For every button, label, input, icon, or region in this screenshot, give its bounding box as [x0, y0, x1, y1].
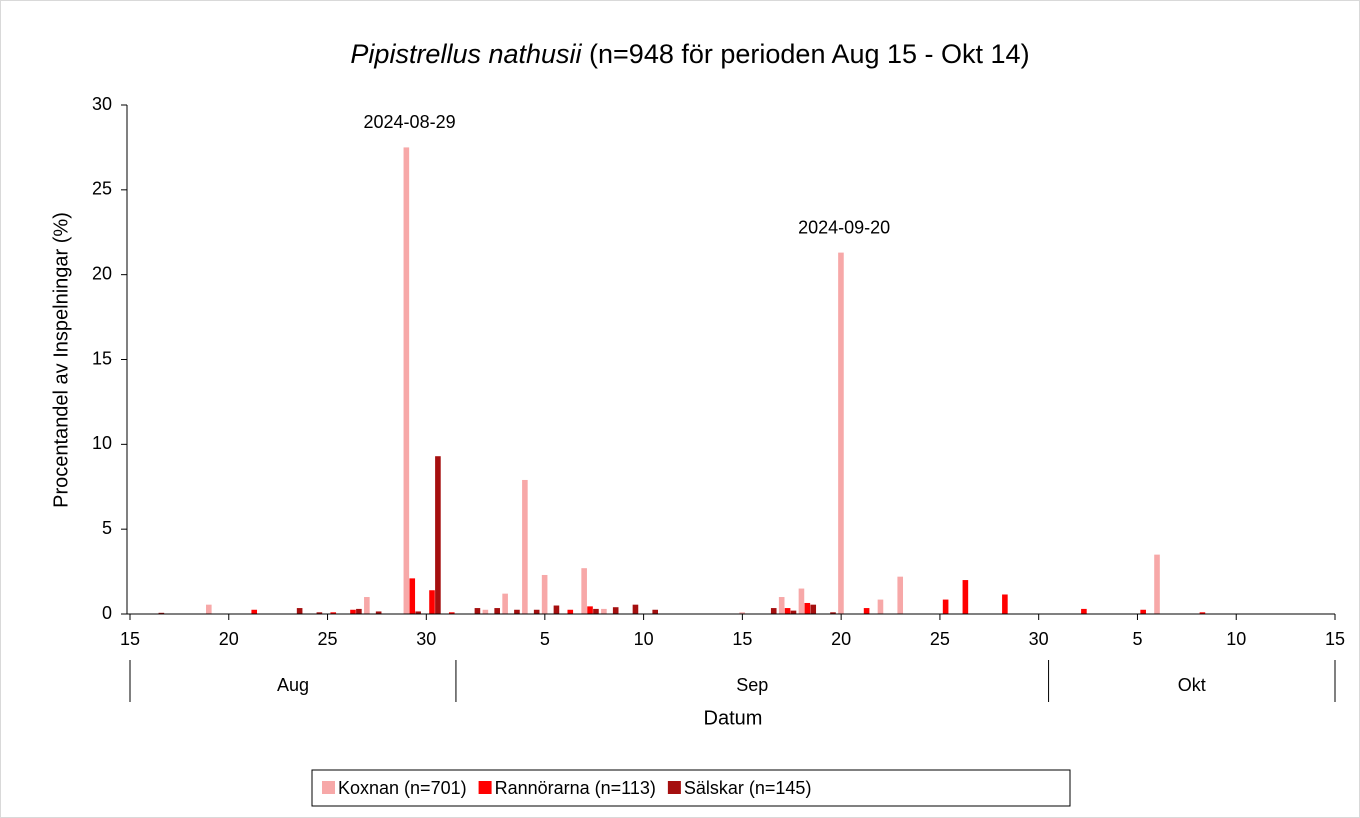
bar [514, 609, 520, 614]
bar [409, 578, 416, 614]
bar [448, 612, 455, 614]
month-label: Aug [277, 675, 309, 695]
bar [962, 580, 969, 614]
annotation: 2024-09-20 [798, 217, 890, 237]
bar [1154, 554, 1160, 614]
bar [804, 602, 811, 614]
legend-swatch [478, 781, 492, 794]
chart-title: Pipistrellus nathusii (n=948 för periode… [350, 39, 1029, 69]
bar [482, 609, 489, 614]
bar [830, 612, 836, 614]
bar [1081, 608, 1087, 614]
bar [877, 599, 884, 614]
x-tick-label: 15 [120, 629, 140, 649]
y-tick-label: 30 [92, 94, 112, 114]
bar [587, 606, 593, 614]
bar [330, 612, 337, 614]
bar [897, 576, 904, 614]
x-tick-label: 5 [1132, 629, 1142, 649]
bar [435, 456, 441, 614]
y-tick-label: 5 [102, 518, 112, 538]
bar [770, 608, 777, 614]
bar [593, 608, 599, 614]
bar [494, 608, 500, 614]
bar [403, 147, 410, 614]
month-label: Okt [1178, 675, 1206, 695]
annotation: 2024-08-29 [364, 112, 456, 132]
month-label: Sep [736, 675, 768, 695]
bar [1140, 609, 1146, 614]
bar [553, 605, 560, 614]
bar [251, 609, 258, 614]
legend-swatch [322, 781, 335, 794]
x-tick-label: 30 [416, 629, 436, 649]
bar [375, 611, 382, 614]
bar [415, 611, 421, 614]
bar [739, 612, 745, 614]
bar [541, 574, 548, 614]
legend-box [311, 769, 1071, 807]
title-species: Pipistrellus nathusii [350, 39, 582, 69]
bar [798, 588, 805, 614]
bar [316, 612, 323, 614]
x-tick-label: 15 [1325, 629, 1345, 649]
x-tick-label: 5 [540, 629, 550, 649]
bar [502, 593, 508, 614]
bar [784, 608, 791, 614]
bar [533, 609, 540, 614]
bar [612, 607, 619, 614]
y-tick-label: 20 [92, 263, 112, 283]
bar [1002, 594, 1008, 614]
bar [838, 252, 844, 615]
bar [567, 609, 574, 614]
bar [601, 608, 607, 614]
x-tick-label: 25 [318, 629, 338, 649]
bar [581, 568, 587, 614]
x-tick-label: 20 [831, 629, 851, 649]
bar [522, 479, 528, 614]
bar [632, 604, 639, 614]
x-axis-label: Datum [704, 707, 763, 729]
legend-label: Rannörarna (n=113) [495, 778, 656, 798]
legend-label: Sälskar (n=145) [684, 778, 812, 798]
bar [778, 597, 785, 614]
bar [364, 597, 370, 614]
legend-swatch [667, 781, 681, 794]
legend-label: Koxnan (n=701) [338, 778, 467, 798]
bar [790, 610, 797, 614]
bar [863, 608, 870, 614]
bar [1199, 612, 1206, 614]
y-axis-label: Procentandel av Inspelningar (%) [50, 212, 72, 508]
y-tick-label: 10 [92, 433, 112, 453]
y-tick-label: 0 [102, 603, 112, 623]
bar [942, 599, 949, 614]
y-tick-label: 25 [92, 179, 112, 199]
x-tick-label: 10 [1226, 629, 1246, 649]
x-tick-label: 30 [1029, 629, 1049, 649]
x-tick-label: 10 [634, 629, 654, 649]
bar [474, 608, 481, 614]
bar [652, 609, 659, 614]
bar [350, 609, 356, 614]
x-tick-label: 25 [930, 629, 950, 649]
bar [206, 604, 212, 614]
x-tick-label: 20 [219, 629, 239, 649]
y-tick-label: 15 [92, 348, 112, 368]
bar [158, 612, 165, 614]
bar [296, 608, 303, 614]
x-tick-label: 15 [732, 629, 752, 649]
title-text: (n=948 för perioden Aug 15 - Okt 14) [582, 39, 1030, 69]
bar [810, 604, 817, 614]
bar [356, 608, 362, 614]
bar [429, 590, 435, 614]
